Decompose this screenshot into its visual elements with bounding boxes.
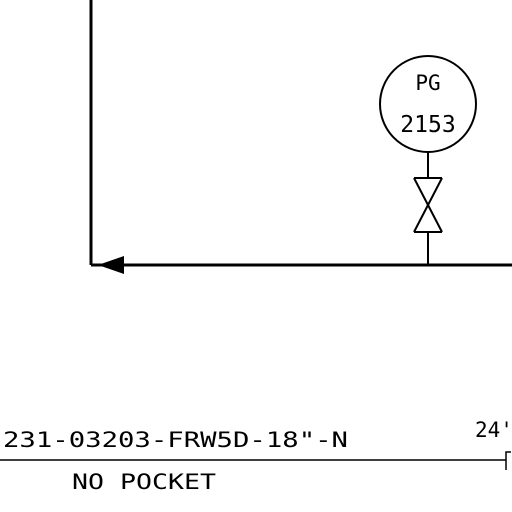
gate-valve-icon — [413, 177, 443, 233]
line-designation-callout: 231-03203-FRW5D-18"-N NO POCKET 24' — [0, 418, 512, 494]
instrument-tag-number: 2153 — [400, 112, 455, 138]
line-designation-label: 231-03203-FRW5D-18"-N — [3, 428, 348, 452]
leader-end-bracket-icon — [505, 451, 511, 470]
process-line — [89, 0, 512, 267]
instrument-tag-type: PG — [415, 71, 440, 95]
pressure-gauge-instrument: PG 2153 — [379, 55, 477, 153]
line-note-label: NO POCKET — [72, 470, 216, 494]
flow-arrow-icon — [98, 256, 124, 274]
line-size-label: 24' — [475, 418, 512, 442]
